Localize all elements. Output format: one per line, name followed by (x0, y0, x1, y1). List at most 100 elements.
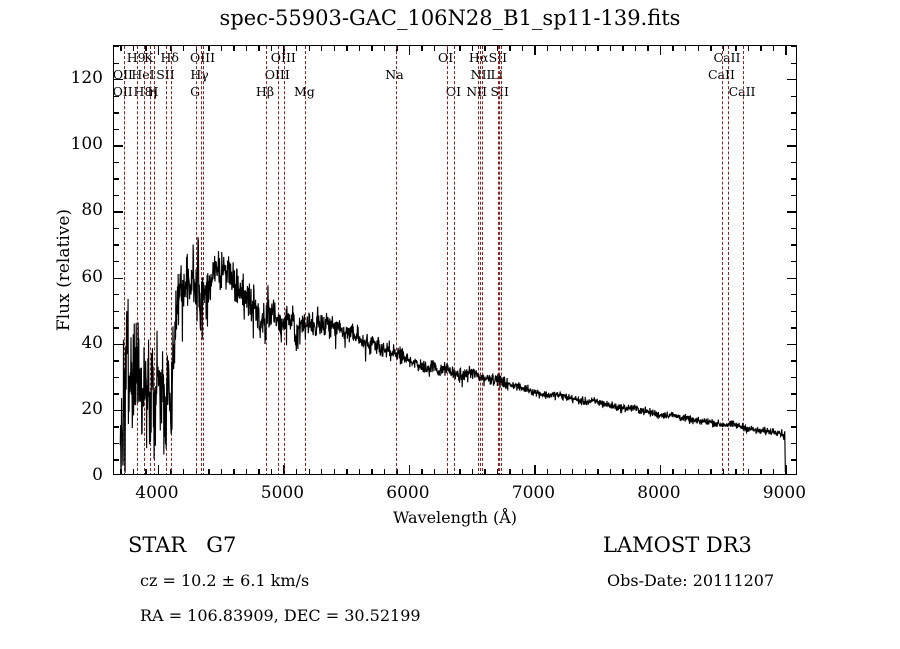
tick-mark (697, 469, 699, 474)
spectral-line-marker (123, 46, 125, 474)
spectral-line-marker (743, 46, 745, 474)
tick-mark (114, 327, 119, 329)
tick-mark (647, 469, 649, 474)
spectral-line-label: Hβ (255, 84, 275, 99)
tick-mark (772, 469, 775, 474)
tick-mark (546, 46, 549, 51)
tick-mark (659, 465, 662, 474)
tick-mark (114, 79, 123, 81)
tick-mark (396, 469, 398, 474)
tick-mark (371, 46, 373, 51)
spectral-line-label: OI (437, 50, 454, 65)
spectral-line-marker (200, 46, 202, 474)
x-tick-label: 5000 (260, 483, 305, 503)
tick-mark (383, 46, 386, 51)
spectral-line-marker (500, 46, 502, 474)
tick-mark (509, 46, 511, 51)
tick-mark (114, 112, 119, 114)
spectral-line-marker (482, 46, 484, 474)
spectral-line-marker (143, 46, 145, 474)
tick-mark (685, 469, 687, 474)
tick-mark (791, 442, 796, 445)
tick-mark (791, 227, 796, 230)
tick-mark (659, 46, 662, 55)
tick-mark (791, 46, 796, 48)
tick-mark (634, 469, 637, 474)
tick-mark (760, 469, 762, 474)
tick-mark (484, 46, 486, 51)
tick-mark (791, 62, 796, 64)
tick-mark (647, 46, 649, 51)
tick-mark (791, 112, 796, 114)
tick-mark (258, 469, 260, 474)
spectral-line-label: OII (112, 84, 133, 99)
tick-mark (295, 469, 298, 474)
spectral-line-label: CaII (728, 84, 756, 99)
tick-mark (233, 46, 235, 51)
spectral-line-label: OIII (270, 50, 296, 65)
tick-mark (534, 465, 536, 474)
tick-mark (609, 46, 612, 51)
spectral-line-marker (137, 46, 139, 474)
tick-mark (791, 310, 796, 312)
tick-mark (421, 469, 423, 474)
y-tick-label: 60 (81, 266, 103, 287)
tick-mark (710, 46, 712, 51)
tick-mark (114, 310, 119, 312)
y-tick-label: 20 (81, 398, 103, 419)
coords-label: RA = 106.83909, DEC = 30.52199 (140, 606, 421, 625)
tick-mark (283, 46, 285, 55)
tick-mark (747, 469, 750, 474)
tick-mark (132, 46, 135, 51)
tick-mark (245, 46, 248, 51)
spectral-line-marker (446, 46, 448, 474)
spectrum-trace (120, 237, 785, 473)
spectral-line-label: G (190, 84, 201, 99)
tick-mark (787, 343, 796, 346)
spectral-line-marker (722, 46, 724, 474)
tick-mark (114, 145, 123, 147)
spectral-line-label: CaII (713, 50, 741, 65)
spectral-line-marker (727, 46, 729, 474)
tick-mark (559, 46, 561, 51)
tick-mark (333, 46, 336, 51)
spectral-line-marker (284, 46, 286, 474)
tick-mark (114, 360, 119, 362)
tick-mark (597, 469, 599, 474)
tick-mark (785, 465, 787, 474)
tick-mark (220, 469, 223, 474)
tick-mark (114, 227, 119, 230)
tick-mark (114, 161, 119, 164)
tick-mark (791, 261, 796, 263)
tick-mark (346, 469, 348, 474)
tick-mark (534, 46, 536, 55)
tick-mark (791, 194, 796, 197)
tick-mark (408, 465, 411, 474)
spectral-line-label: SII (156, 67, 175, 82)
tick-mark (114, 376, 119, 379)
tick-mark (114, 128, 119, 131)
spectral-line-label: Mg (293, 84, 315, 99)
tick-mark (208, 46, 210, 51)
tick-mark (791, 95, 796, 97)
tick-mark (735, 46, 737, 51)
tick-mark (396, 46, 398, 51)
y-tick-label: 100 (70, 134, 103, 155)
tick-mark (672, 46, 674, 51)
x-tick-label: 9000 (762, 483, 807, 503)
tick-mark (572, 469, 574, 474)
spectral-line-marker (170, 46, 172, 474)
tick-mark (114, 442, 119, 445)
tick-mark (233, 469, 235, 474)
tick-mark (371, 469, 373, 474)
tick-mark (157, 46, 160, 55)
tick-mark (496, 469, 499, 474)
tick-mark (471, 469, 474, 474)
spectral-line-label: OI (445, 84, 462, 99)
tick-mark (760, 46, 762, 51)
tick-mark (772, 46, 775, 51)
y-tick-label: 40 (81, 332, 103, 353)
tick-mark (333, 469, 336, 474)
tick-mark (521, 46, 524, 51)
tick-mark (114, 277, 123, 279)
